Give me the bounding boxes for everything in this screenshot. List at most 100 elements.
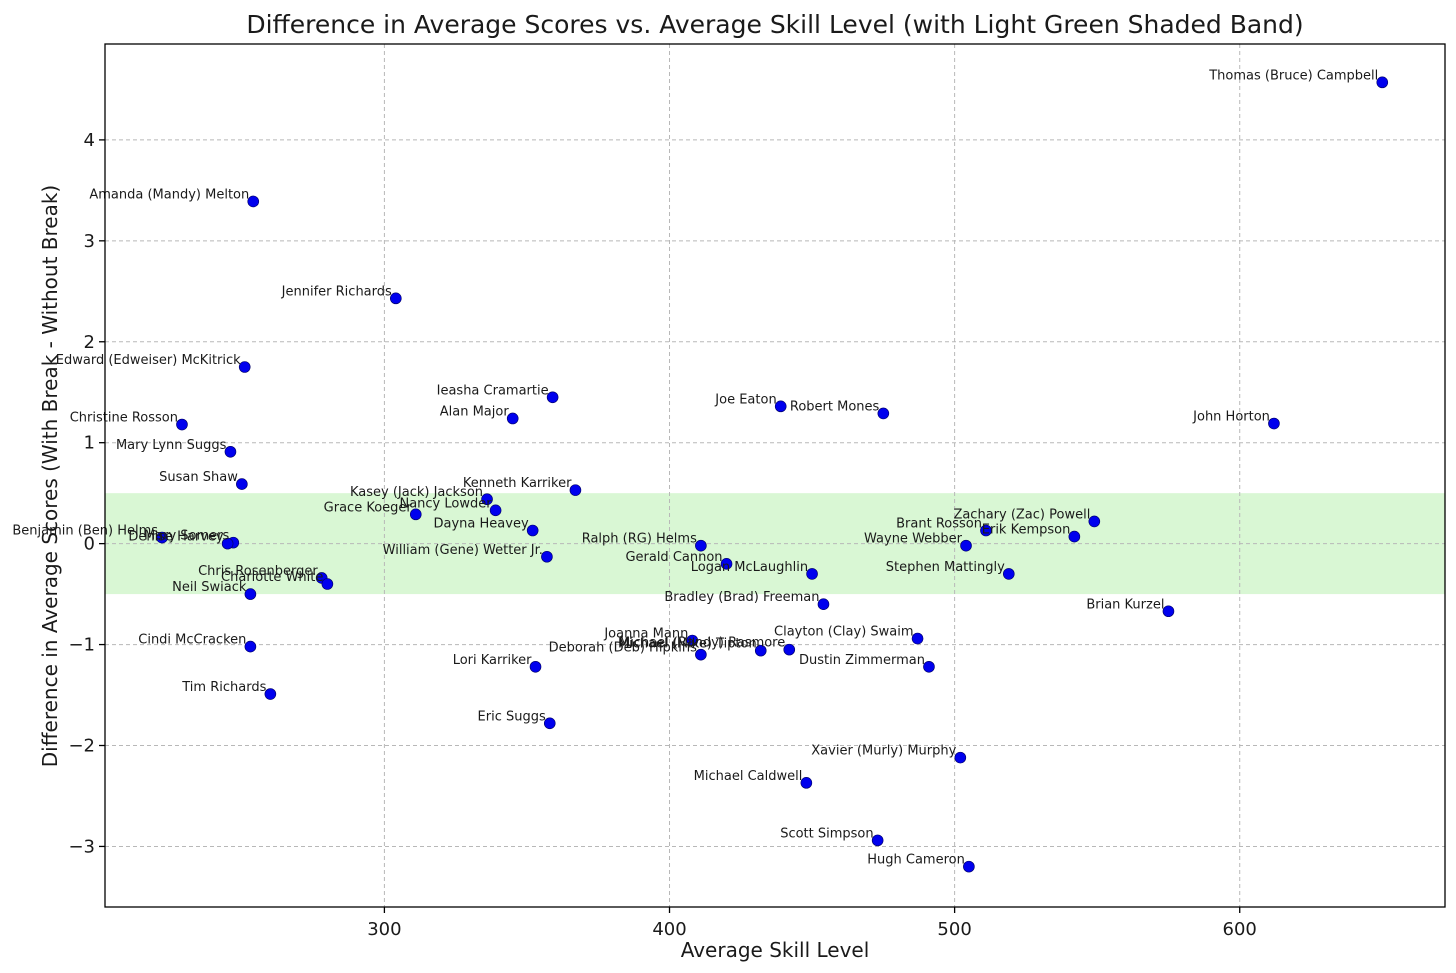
data-point <box>774 400 787 413</box>
point-label: Dayna Heavey <box>434 517 529 532</box>
data-point <box>390 292 402 305</box>
point-labels: Thomas (Bruce) Campbell Amanda (Mandy) Me… <box>12 68 1378 867</box>
y-tick-label: 1 <box>84 433 95 454</box>
data-point <box>871 834 884 847</box>
data-point <box>960 539 972 552</box>
point-label: Benjamin (Ben) Helms <box>12 524 158 539</box>
data-points <box>156 76 1389 873</box>
point-label: Dustin Zimmerman <box>799 653 925 668</box>
x-tick-label: 300 <box>367 919 401 940</box>
data-point <box>695 648 707 661</box>
data-point <box>238 361 251 373</box>
data-point <box>806 568 818 580</box>
grid <box>105 44 1445 907</box>
point-label: Mary Somers <box>144 529 230 544</box>
point-label: Charlotte White <box>221 570 323 585</box>
data-point <box>800 777 813 789</box>
chart-title: Difference in Average Scores vs. Average… <box>246 10 1303 39</box>
data-point <box>244 588 257 600</box>
point-label: Deborah (Deb) Hipkins <box>549 641 697 656</box>
point-label: Robert Mones <box>790 399 880 414</box>
point-label: Grace Koeger <box>324 500 413 515</box>
y-axis-label: Difference in Average Scores (With Break… <box>38 185 62 767</box>
data-point <box>506 412 519 425</box>
point-label: Christine Rosson <box>70 411 178 426</box>
data-point <box>1268 417 1280 430</box>
point-label: Joanna Mann <box>603 627 688 642</box>
point-label: Brian Kurzel <box>1086 597 1164 612</box>
data-point <box>176 418 188 431</box>
data-point <box>783 643 796 656</box>
data-point <box>541 550 553 563</box>
y-tick-label: −3 <box>68 836 95 857</box>
x-axis-label: Average Skill Level <box>681 938 870 962</box>
point-label: Hugh Cameron <box>867 853 965 868</box>
data-point <box>720 558 733 570</box>
data-point <box>911 632 924 645</box>
point-label: Joe Eaton <box>714 392 776 407</box>
axis-ticks: 300 400 500 600 −3 −2 −1 0 1 2 3 4 <box>68 130 1256 940</box>
data-point <box>321 578 334 590</box>
data-point <box>695 539 707 552</box>
data-point <box>489 504 502 517</box>
point-label: Erik Kempson <box>982 523 1071 538</box>
data-point <box>529 660 542 673</box>
point-label: Clayton (Clay) Swaim <box>774 625 914 640</box>
point-label: Thomas (Bruce) Campbell <box>1208 68 1378 83</box>
data-point <box>817 598 830 610</box>
point-label: Cindi McCracken <box>138 633 246 648</box>
y-tick-label: 0 <box>84 534 95 555</box>
point-label: Denise Harvey <box>128 530 224 545</box>
data-point <box>526 524 539 537</box>
point-label: Nancy Lowder <box>399 496 492 511</box>
data-point <box>236 478 248 490</box>
point-label: Neil Swiack <box>172 580 247 595</box>
data-point <box>1068 530 1081 543</box>
x-tick-label: 600 <box>1223 919 1257 940</box>
y-tick-label: 3 <box>84 231 95 252</box>
point-label: Eric Suggs <box>478 709 546 724</box>
plot-frame <box>104 43 1446 908</box>
data-point <box>980 524 992 537</box>
data-point <box>877 407 890 420</box>
point-label: Gerald Cannon <box>625 550 722 565</box>
point-label: Ralph (RG) Helms <box>582 532 697 547</box>
data-point <box>156 531 168 544</box>
data-point <box>543 717 556 730</box>
point-label: Susan Shaw <box>159 470 238 485</box>
data-point <box>546 391 559 404</box>
point-label: Logan McLaughlin <box>691 560 808 575</box>
data-point <box>244 640 257 653</box>
y-tick-label: −1 <box>68 635 95 656</box>
data-point <box>686 634 699 647</box>
point-label: Tim Richards <box>181 680 266 695</box>
point-label: Stephen Mattingly <box>886 560 1005 575</box>
point-label: Jennifer Richards <box>281 284 392 299</box>
point-label: Edward (Edweiser) McKitrick <box>56 353 241 368</box>
data-point <box>409 508 422 521</box>
x-tick-label: 500 <box>937 919 971 940</box>
data-point <box>923 660 935 673</box>
data-point <box>1088 515 1101 528</box>
y-tick-label: −2 <box>68 736 95 757</box>
point-label: John Horton <box>1192 410 1270 425</box>
y-tick-label: 4 <box>84 130 95 151</box>
data-point <box>1376 76 1389 89</box>
point-label: Alan Major <box>440 404 510 419</box>
point-label: Scott Simpson <box>780 826 873 841</box>
point-label: Kasey (Jack) Jackson <box>350 485 483 500</box>
point-label: Chris Rosenberger <box>198 564 318 579</box>
point-label: Mary Lynn Suggs <box>116 438 227 453</box>
data-point <box>264 688 277 700</box>
point-label: Ieasha Cramartie <box>437 383 549 398</box>
y-tick-label: 2 <box>84 332 95 353</box>
data-point <box>224 445 237 458</box>
data-point <box>569 484 582 496</box>
data-point <box>963 860 975 873</box>
point-label: Michael (Mike) Tipton <box>618 637 757 652</box>
data-point <box>247 195 260 208</box>
point-label: Amanda (Mandy) Melton <box>89 187 249 202</box>
point-label: Michael Caldwell <box>694 769 803 784</box>
point-label: Bradley (Brad) Freeman <box>664 590 819 605</box>
